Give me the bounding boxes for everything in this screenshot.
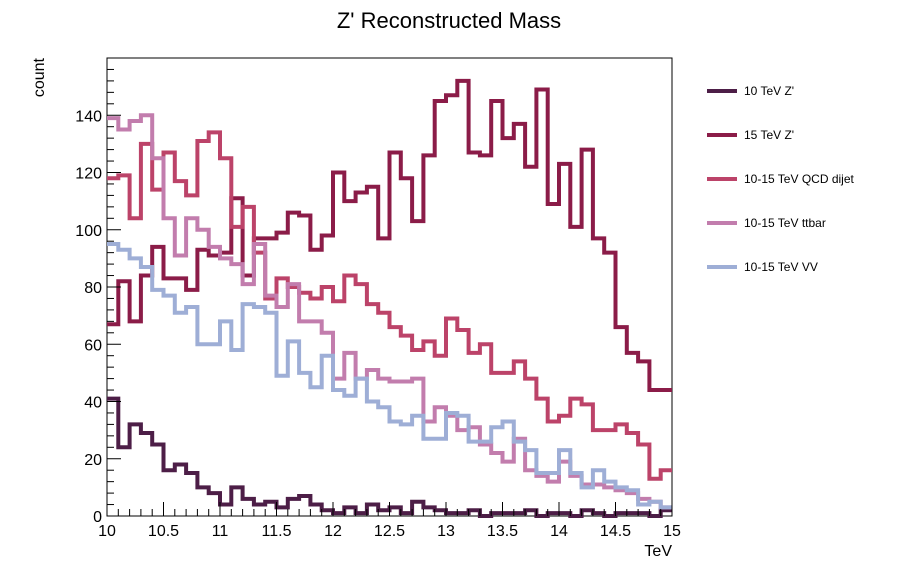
y-axis: 0 20 40 60 80 100 120 140 — [75, 57, 121, 526]
legend-label-3: 10-15 TeV ttbar — [744, 216, 826, 230]
x-axis-label: TeV — [644, 543, 672, 560]
plot-area — [106, 57, 673, 517]
series-line-3 — [107, 113, 672, 510]
legend-label-1: 15 TeV Z' — [744, 128, 794, 142]
y-tick-label: 60 — [84, 337, 102, 354]
plot-frame — [106, 57, 673, 517]
series-line-2 — [107, 130, 672, 481]
series-line-4 — [107, 242, 672, 510]
x-tick-label: 13 — [437, 523, 455, 540]
y-tick-label: 100 — [75, 223, 102, 240]
y-tick-label: 80 — [84, 280, 102, 297]
y-tick-label: 140 — [75, 108, 102, 125]
x-tick-label: 14 — [550, 523, 568, 540]
x-tick-label: 15 — [663, 523, 681, 540]
x-tick-label: 11.5 — [262, 523, 292, 540]
series-line-1 — [107, 78, 672, 393]
x-tick-label: 12 — [324, 523, 342, 540]
legend-label-2: 10-15 TeV QCD dijet — [744, 172, 855, 186]
x-tick-label: 10 — [98, 523, 116, 540]
x-axis: 10 10.5 11 11.5 12 12.5 13 13.5 14 14.5 15 — [98, 502, 681, 540]
chart-title: Z' Reconstructed Mass — [337, 8, 561, 33]
x-tick-label: 14.5 — [600, 523, 631, 540]
y-tick-label: 20 — [84, 452, 102, 469]
y-tick-label: 40 — [84, 395, 102, 412]
series-layer — [107, 78, 672, 518]
y-tick-label: 120 — [75, 166, 102, 183]
x-tick-label: 13.5 — [487, 523, 518, 540]
x-tick-label: 12.5 — [374, 523, 405, 540]
x-tick-label: 11 — [212, 523, 229, 540]
y-axis-label: count — [31, 57, 48, 97]
x-tick-label: 10.5 — [148, 523, 179, 540]
legend-label-4: 10-15 TeV VV — [744, 260, 818, 274]
legend-label-0: 10 TeV Z' — [744, 84, 794, 98]
legend: 10 TeV Z' 15 TeV Z' 10-15 TeV QCD dijet 10-… — [707, 84, 855, 274]
y-tick-label: 0 — [93, 509, 102, 526]
